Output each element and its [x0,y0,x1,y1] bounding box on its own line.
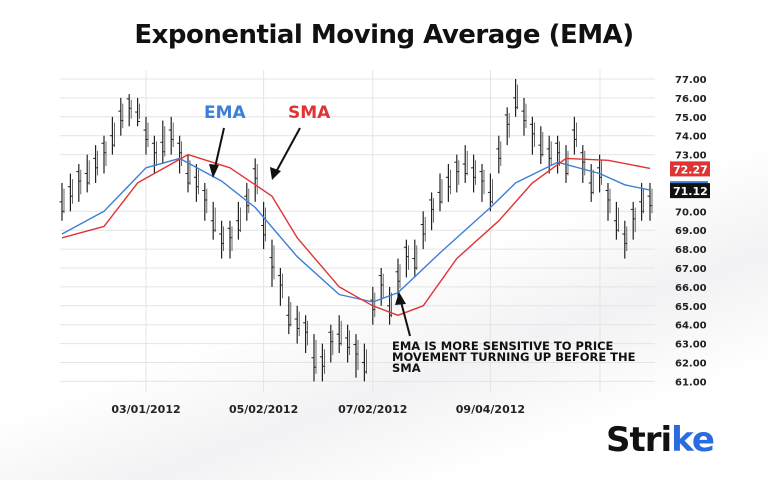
x-tick-label: 07/02/2012 [338,403,407,416]
strike-logo: Strike [606,420,715,460]
annotation-text: SMA [392,361,421,375]
ema-value-tag [670,183,710,199]
y-tick-label: 65.00 [675,302,707,313]
ema-tag-accent [670,181,708,185]
annotation-arrow-head [395,292,406,305]
x-tick-label: 03/01/2012 [111,403,180,416]
ema-value-label: 71.12 [673,185,708,198]
y-tick-label: 63.00 [675,340,707,351]
y-tick-label: 75.00 [675,113,707,124]
y-tick-label: 67.00 [675,264,707,275]
ema-arrow-head [209,164,219,178]
y-tick-label: 62.00 [675,359,707,370]
sma-value-tag [670,161,710,177]
annotation-text: MOVEMENT TURNING UP BEFORE THE [392,350,636,364]
sma-line [61,153,651,316]
y-tick-label: 73.00 [675,151,707,162]
ema-line [61,157,651,303]
sma-label: SMA [288,103,331,123]
x-tick-label: 05/02/2012 [229,403,298,416]
y-tick-label: 69.00 [675,226,707,237]
y-tick-label: 64.00 [675,321,707,332]
annotation-text: EMA IS MORE SENSITIVE TO PRICE [392,339,614,353]
sma-arrow [275,127,301,173]
y-tick-label: 74.00 [675,132,707,143]
sma-value-label: 72.27 [673,163,708,176]
ema-label: EMA [204,103,247,123]
x-tick-label: 09/04/2012 [456,403,525,416]
chart-title: Exponential Moving Average (EMA) [134,20,634,50]
y-tick-label: 61.00 [675,377,707,388]
y-tick-label: 70.00 [675,207,707,218]
y-tick-label: 68.00 [675,245,707,256]
sma-arrow-head [270,167,281,180]
y-tick-label: 76.00 [675,94,707,105]
y-tick-label: 77.00 [675,75,707,86]
y-tick-label: 66.00 [675,283,707,294]
